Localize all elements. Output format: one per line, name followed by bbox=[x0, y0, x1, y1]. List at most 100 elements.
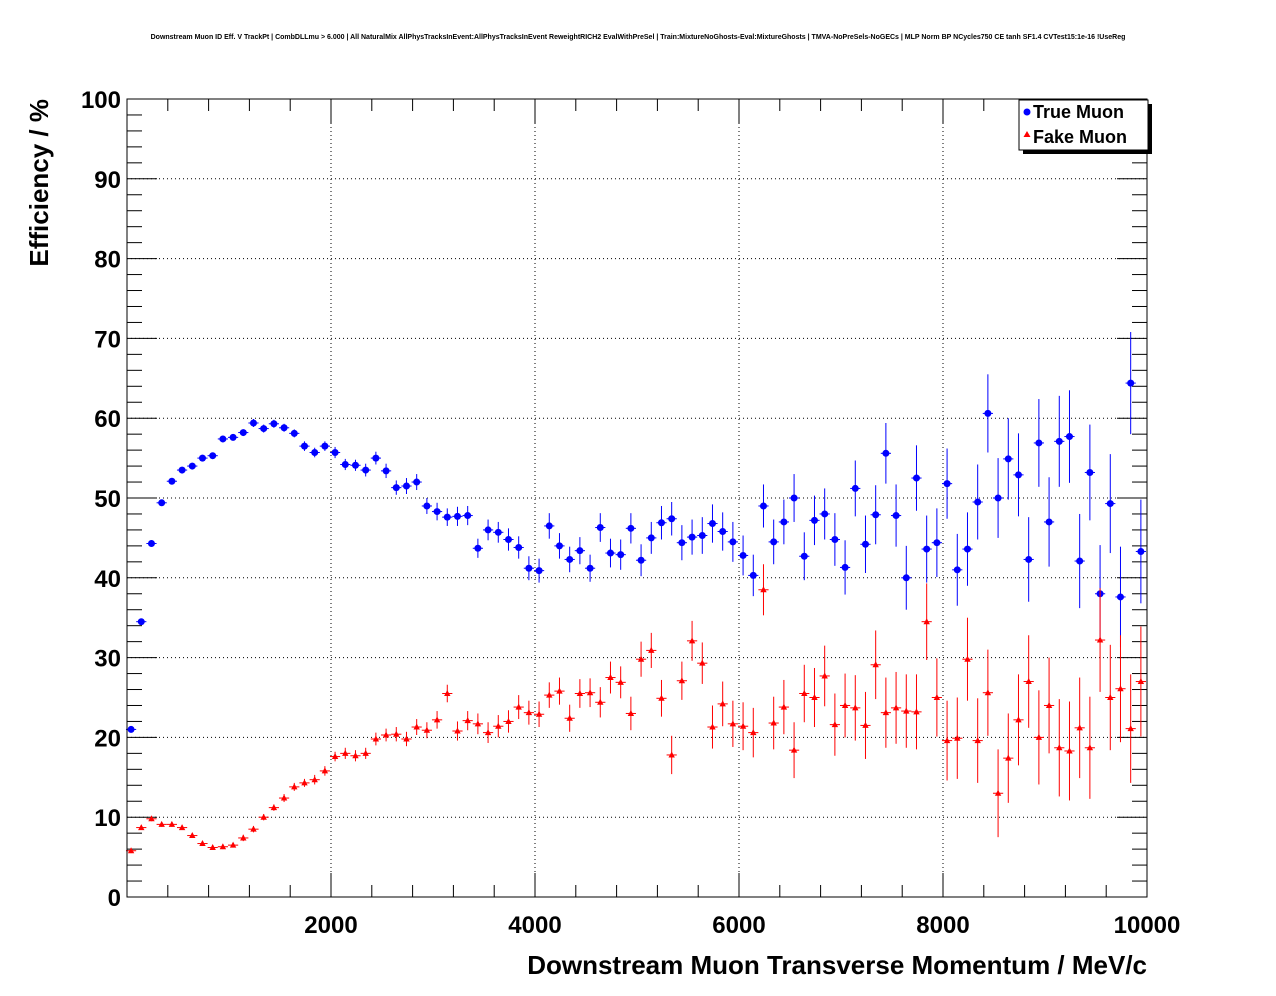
data-point bbox=[780, 703, 788, 710]
legend-label-fake-muon: Fake Muon bbox=[1033, 127, 1127, 147]
data-point bbox=[627, 524, 635, 532]
data-point bbox=[974, 498, 982, 506]
x-tick-label: 6000 bbox=[712, 912, 765, 939]
data-point bbox=[311, 449, 319, 457]
data-point bbox=[862, 721, 869, 728]
data-point bbox=[974, 737, 981, 744]
data-point bbox=[525, 564, 533, 572]
data-point bbox=[1035, 439, 1043, 447]
data-point bbox=[586, 689, 594, 696]
data-point bbox=[453, 512, 461, 520]
data-point bbox=[882, 709, 890, 716]
tick-labels: 0 10 20 30 40 50 60 70 80 90 100 2000 4000 6000 8000 10… bbox=[81, 87, 1180, 939]
data-point bbox=[708, 520, 716, 528]
data-point bbox=[821, 672, 828, 679]
data-point bbox=[923, 545, 931, 553]
data-point bbox=[903, 707, 910, 714]
data-point bbox=[841, 701, 849, 708]
data-point bbox=[566, 555, 574, 563]
data-point bbox=[392, 484, 400, 492]
data-point bbox=[393, 730, 400, 737]
data-point bbox=[546, 691, 553, 698]
data-point bbox=[352, 752, 359, 759]
data-point bbox=[250, 825, 257, 832]
data-point bbox=[444, 690, 451, 697]
data-point bbox=[780, 518, 788, 526]
data-point bbox=[637, 655, 645, 662]
y-tick-label: 80 bbox=[94, 247, 121, 274]
x-tick-label: 8000 bbox=[916, 912, 969, 939]
data-point bbox=[423, 726, 431, 733]
y-tick-label: 50 bbox=[94, 486, 121, 513]
data-point bbox=[759, 502, 767, 510]
data-point bbox=[240, 834, 247, 841]
data-point bbox=[801, 690, 808, 697]
data-point bbox=[933, 539, 941, 547]
data-point bbox=[749, 571, 757, 579]
data-point bbox=[219, 843, 227, 850]
data-point bbox=[433, 508, 441, 516]
data-point bbox=[525, 709, 533, 716]
data-point bbox=[464, 512, 472, 520]
data-point bbox=[362, 749, 369, 756]
data-point bbox=[209, 844, 216, 851]
data-point bbox=[658, 694, 665, 701]
data-point bbox=[138, 824, 145, 831]
data-point bbox=[709, 723, 716, 730]
data-point bbox=[597, 698, 604, 705]
data-point bbox=[668, 515, 676, 523]
data-point bbox=[291, 783, 298, 790]
data-point bbox=[351, 461, 359, 469]
data-point bbox=[729, 538, 737, 546]
legend-marker-fake-muon bbox=[1023, 131, 1031, 137]
data-point bbox=[810, 516, 818, 524]
data-point bbox=[331, 753, 339, 760]
data-point bbox=[1065, 433, 1073, 441]
data-point bbox=[1137, 547, 1145, 555]
data-point bbox=[1076, 724, 1083, 731]
data-point bbox=[831, 721, 839, 728]
data-point bbox=[402, 482, 410, 490]
data-point bbox=[1086, 744, 1094, 751]
data-series bbox=[125, 332, 1146, 854]
legend-box bbox=[1018, 99, 1149, 151]
data-point bbox=[495, 722, 502, 729]
data-point bbox=[494, 528, 502, 536]
y-axis-title: Efficiency / % bbox=[24, 99, 54, 267]
plot-frame bbox=[126, 98, 1148, 898]
data-point bbox=[1116, 593, 1124, 601]
data-point bbox=[729, 720, 737, 727]
data-point bbox=[851, 484, 859, 492]
data-point bbox=[556, 687, 563, 694]
data-point bbox=[872, 511, 880, 519]
data-point bbox=[168, 477, 176, 485]
data-point bbox=[199, 840, 206, 847]
data-point bbox=[790, 494, 798, 502]
data-point bbox=[290, 429, 298, 437]
data-point bbox=[1076, 557, 1084, 565]
data-point bbox=[515, 543, 523, 551]
data-point bbox=[219, 435, 227, 443]
data-point bbox=[229, 841, 237, 848]
data-point bbox=[698, 532, 706, 540]
data-point bbox=[739, 551, 747, 559]
data-point bbox=[750, 729, 757, 736]
data-point bbox=[586, 564, 594, 572]
data-point bbox=[576, 690, 584, 697]
data-point bbox=[1055, 437, 1063, 445]
data-point bbox=[790, 746, 798, 753]
data-point bbox=[158, 499, 166, 507]
data-point bbox=[770, 719, 777, 726]
data-point bbox=[382, 731, 390, 738]
series-true-muon bbox=[125, 332, 1146, 733]
y-tick-label: 10 bbox=[94, 805, 121, 832]
y-tick-label: 30 bbox=[94, 646, 121, 673]
data-point bbox=[637, 556, 645, 564]
data-point bbox=[964, 655, 971, 662]
data-point bbox=[372, 454, 380, 462]
data-point bbox=[137, 618, 145, 626]
x-tick-label: 4000 bbox=[508, 912, 561, 939]
data-point bbox=[382, 467, 390, 475]
axis-ticks bbox=[127, 98, 1148, 898]
y-tick-label: 20 bbox=[94, 725, 121, 752]
